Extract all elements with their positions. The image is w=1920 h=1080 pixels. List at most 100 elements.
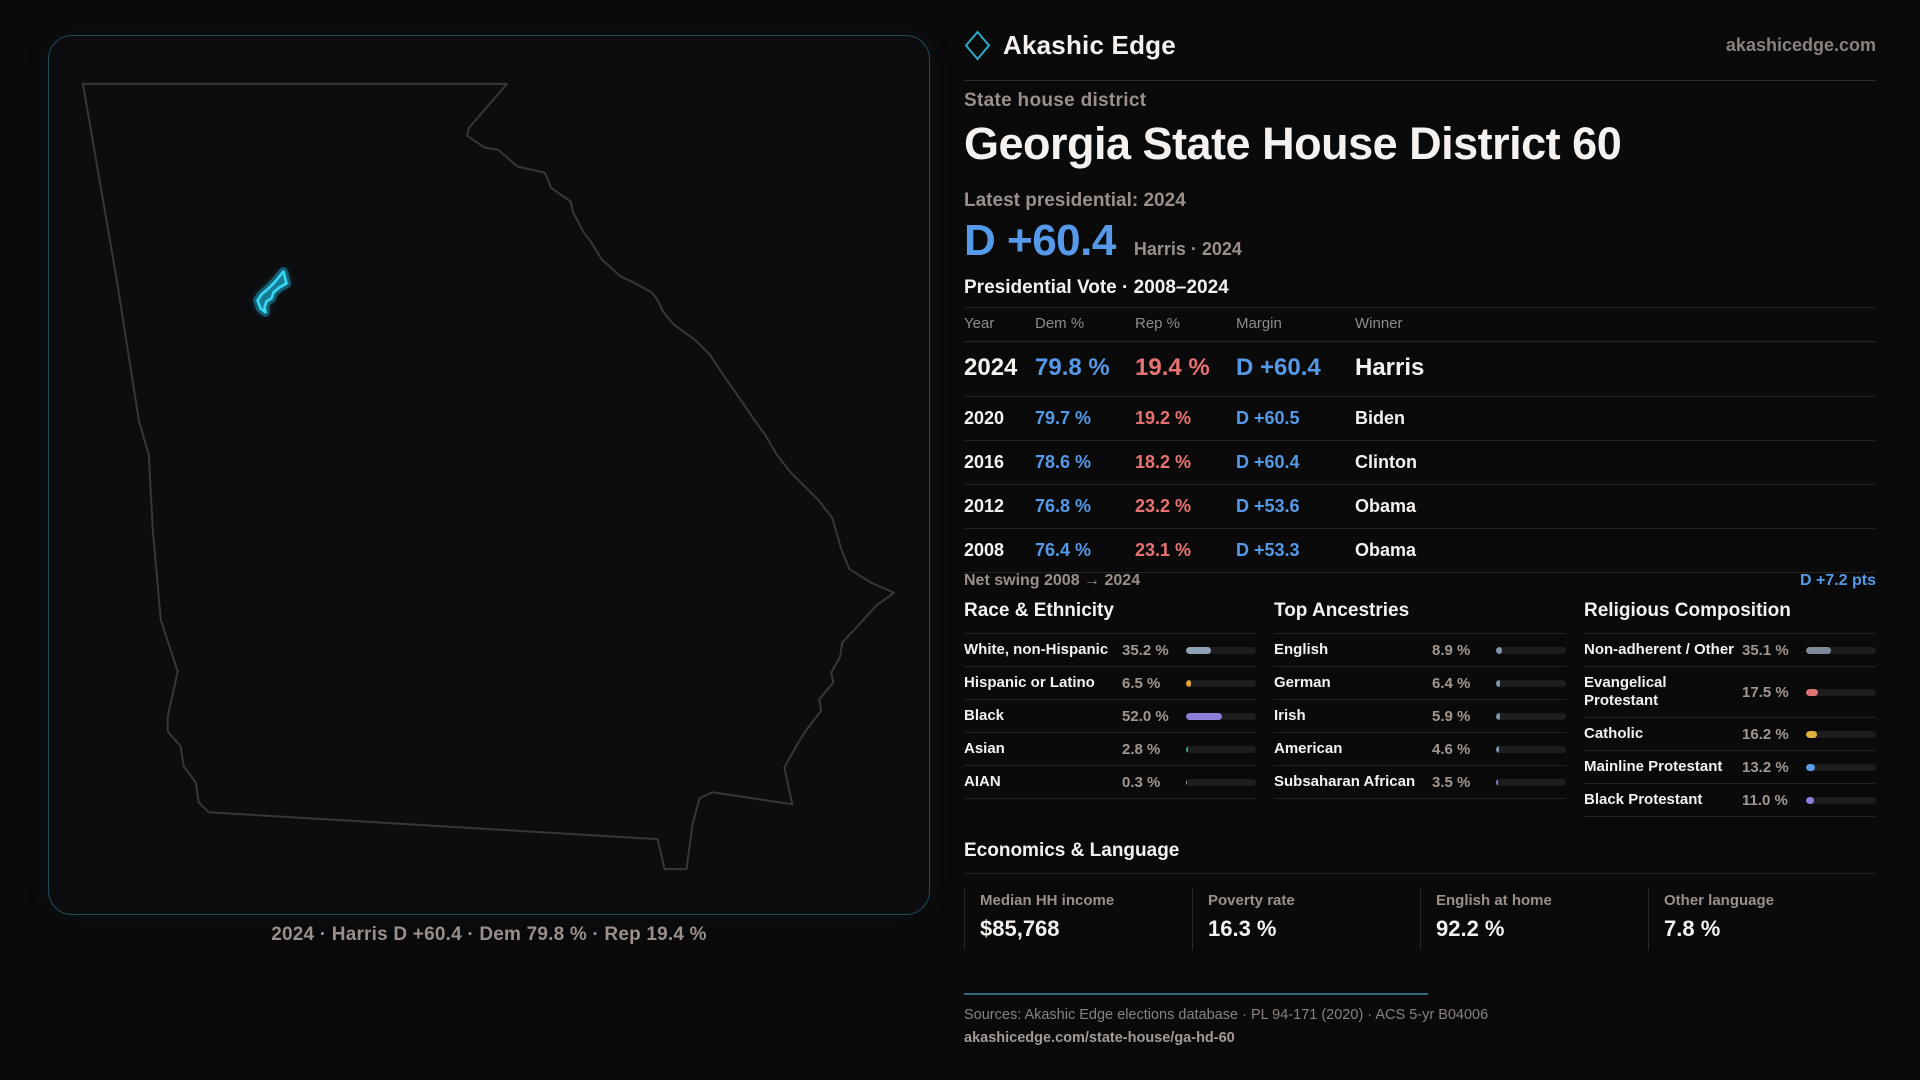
footer: Sources: Akashic Edge elections database… xyxy=(964,993,1876,1047)
demo-bar-track xyxy=(1806,796,1876,804)
demo-bar-track xyxy=(1806,730,1876,738)
stat-label: Poverty rate xyxy=(1208,892,1295,909)
vote-table: Year Dem % Rep % Margin Winner 2024 79.8… xyxy=(964,307,1876,573)
demo-row: White, non-Hispanic 35.2 % xyxy=(964,634,1256,667)
demo-bar-track xyxy=(1186,778,1256,786)
cell-margin: D +53.3 xyxy=(1236,540,1300,560)
demo-bar-fill xyxy=(1496,778,1499,786)
cell-year: 2020 xyxy=(964,408,1005,428)
kicker: State house district xyxy=(964,90,1147,111)
stat-card: English at home 92.2 % xyxy=(1420,888,1648,950)
header-divider xyxy=(964,80,1876,81)
demo-row: Black Protestant 11.0 % xyxy=(1584,784,1876,817)
demo-label: Subsaharan African xyxy=(1274,773,1416,790)
page-title: Georgia State House District 60 xyxy=(964,118,1622,169)
demo-bar-fill xyxy=(1806,796,1814,804)
demo-label: English xyxy=(1274,641,1329,658)
demo-row: AIAN 0.3 % xyxy=(964,766,1256,799)
cell-dem: 79.8 % xyxy=(1035,354,1110,381)
cell-year: 2016 xyxy=(964,452,1005,472)
cell-rep: 23.1 % xyxy=(1135,540,1192,560)
demo-label: Non-adherent / Other xyxy=(1584,641,1735,658)
demo-row: Irish 5.9 % xyxy=(1274,700,1566,733)
stat-card: Median HH income $85,768 xyxy=(964,888,1192,950)
demo-label: Mainline Protestant xyxy=(1584,758,1723,775)
demo-bar-track xyxy=(1496,712,1566,720)
cell-dem: 76.8 % xyxy=(1035,496,1092,516)
table-row-2024: 2024 79.8 % 19.4 % D +60.4 Harris xyxy=(964,342,1876,397)
cell-year: 2012 xyxy=(964,496,1005,516)
demo-bar-fill xyxy=(1496,712,1501,720)
demo-bar-fill xyxy=(1496,679,1501,687)
col-dem: Dem % xyxy=(1035,315,1085,332)
cell-winner: Biden xyxy=(1355,408,1406,428)
hero-detail: Harris · 2024 xyxy=(1133,239,1242,259)
demo-bar-fill xyxy=(1806,688,1819,696)
cell-winner: Harris xyxy=(1355,354,1425,381)
demo-value: 4.6 % xyxy=(1432,740,1471,758)
demo-value: 17.5 % xyxy=(1742,683,1789,701)
demo-bar-track xyxy=(1806,646,1876,654)
stat-value: $85,768 xyxy=(980,916,1060,941)
demo-value: 16.2 % xyxy=(1742,725,1789,743)
demo-value: 35.1 % xyxy=(1742,641,1789,659)
section-title: Top Ancestries xyxy=(1274,600,1566,634)
demo-bar-track xyxy=(1186,679,1256,687)
section-ancestry: Top Ancestries English 8.9 % German 6.4 … xyxy=(1274,600,1566,817)
economics-section: Economics & Language Median HH income $8… xyxy=(964,840,1876,950)
cell-margin: D +53.6 xyxy=(1236,496,1300,516)
col-winner: Winner xyxy=(1355,315,1403,332)
cell-winner: Obama xyxy=(1355,540,1417,560)
demo-bar-track xyxy=(1186,646,1256,654)
demo-label: AIAN xyxy=(964,773,1001,790)
demo-row: Black 52.0 % xyxy=(964,700,1256,733)
demo-row: Catholic 16.2 % xyxy=(1584,718,1876,751)
table-row-2012: 2012 76.8 % 23.2 % D +53.6 Obama xyxy=(964,485,1876,529)
demo-row: American 4.6 % xyxy=(1274,733,1566,766)
economics-title: Economics & Language xyxy=(964,840,1876,874)
cell-winner: Clinton xyxy=(1355,452,1417,472)
demo-bar-track xyxy=(1186,712,1256,720)
economics-cards: Median HH income $85,768 Poverty rate 16… xyxy=(964,888,1876,950)
cell-dem: 76.4 % xyxy=(1035,540,1092,560)
demo-label: German xyxy=(1274,674,1331,691)
footer-url-link[interactable]: akashicedge.com/state-house/ga-hd-60 xyxy=(964,1030,1235,1046)
cell-dem: 78.6 % xyxy=(1035,452,1092,472)
col-rep: Rep % xyxy=(1135,315,1181,332)
demo-row: Hispanic or Latino 6.5 % xyxy=(964,667,1256,700)
demo-value: 5.9 % xyxy=(1432,707,1471,725)
demo-value: 3.5 % xyxy=(1432,773,1471,791)
demo-value: 8.9 % xyxy=(1432,641,1471,659)
demo-bar-track xyxy=(1496,679,1566,687)
georgia-state-outline xyxy=(81,82,896,871)
hero-label: Latest presidential: 2024 xyxy=(964,190,1186,211)
vote-table-title: Presidential Vote · 2008–2024 xyxy=(964,277,1229,298)
demo-row: Subsaharan African 3.5 % xyxy=(1274,766,1566,799)
district-60-halo xyxy=(253,266,291,317)
demo-bar-track xyxy=(1806,688,1876,696)
stat-card: Other language 7.8 % xyxy=(1648,888,1876,950)
demo-bar-fill xyxy=(1186,679,1191,687)
stat-value: 92.2 % xyxy=(1436,916,1505,941)
cell-year: 2008 xyxy=(964,540,1005,560)
hero-margin: D +60.4 xyxy=(964,216,1116,265)
cell-rep: 18.2 % xyxy=(1135,452,1192,472)
col-margin: Margin xyxy=(1236,315,1282,332)
demo-value: 52.0 % xyxy=(1122,707,1169,725)
net-swing-row: Net swing 2008 → 2024 D +7.2 pts xyxy=(964,572,1876,590)
demo-bar-track xyxy=(1496,646,1566,654)
section-religion: Religious Composition Non-adherent / Oth… xyxy=(1584,600,1876,817)
demo-row: Evangelical Protestant 17.5 % xyxy=(1584,667,1876,718)
demo-bar-track xyxy=(1496,778,1566,786)
section-title: Religious Composition xyxy=(1584,600,1876,634)
district-60-shape[interactable] xyxy=(256,270,288,314)
net-swing-value: D +7.2 pts xyxy=(1799,572,1876,589)
demo-bar-fill xyxy=(1186,712,1223,720)
stat-label: English at home xyxy=(1436,892,1552,909)
demo-row: English 8.9 % xyxy=(1274,634,1566,667)
demo-label: Evangelical Protestant xyxy=(1584,674,1667,709)
brand-name: Akashic Edge xyxy=(1003,30,1176,60)
demo-bar-fill xyxy=(1186,646,1211,654)
site-link[interactable]: akashicedge.com xyxy=(1725,35,1876,55)
demo-row: German 6.4 % xyxy=(1274,667,1566,700)
